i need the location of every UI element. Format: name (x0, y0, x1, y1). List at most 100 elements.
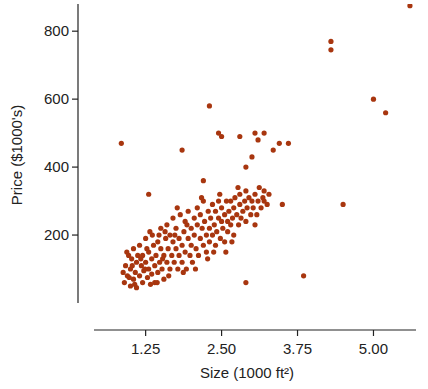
x-axis (94, 329, 416, 330)
point (161, 277, 166, 282)
x-axis-title: Size (1000 ft²) (200, 364, 294, 381)
point (232, 195, 237, 200)
point (226, 209, 231, 214)
point (143, 236, 148, 241)
point (181, 229, 186, 234)
point (201, 243, 206, 248)
point (237, 202, 242, 207)
point (249, 154, 254, 159)
point (240, 209, 245, 214)
point (172, 232, 177, 237)
point (162, 229, 167, 234)
point (142, 266, 147, 271)
point (223, 249, 228, 254)
point (210, 232, 215, 237)
point (238, 215, 243, 220)
point (140, 280, 145, 285)
point (121, 270, 126, 275)
point (170, 215, 175, 220)
point (222, 212, 227, 217)
point (255, 137, 260, 142)
point (252, 192, 257, 197)
point (207, 103, 212, 108)
y-axis-title: Price ($1000's) (8, 105, 25, 205)
point (205, 256, 210, 261)
point (155, 239, 160, 244)
point (172, 260, 177, 265)
point (187, 253, 192, 258)
point (225, 229, 230, 234)
point (159, 266, 164, 271)
point (216, 198, 221, 203)
point (201, 178, 206, 183)
point (178, 212, 183, 217)
point (204, 249, 209, 254)
point (176, 236, 181, 241)
point (266, 192, 271, 197)
point (169, 253, 174, 258)
point (192, 215, 197, 220)
x-tick (297, 330, 298, 336)
point (123, 263, 128, 268)
point (219, 219, 224, 224)
point (251, 205, 256, 210)
point (186, 209, 191, 214)
y-tick-label: 200 (44, 226, 69, 243)
points (119, 4, 413, 290)
point (340, 202, 345, 207)
point (166, 273, 171, 278)
point (156, 232, 161, 237)
point (277, 141, 282, 146)
point (257, 185, 262, 190)
point (202, 219, 207, 224)
point (146, 192, 151, 197)
point (280, 202, 285, 207)
point (198, 236, 203, 241)
chart: 2004006008001.252.503.755.00Size (1000 f… (0, 0, 428, 389)
point (153, 253, 158, 258)
point (213, 209, 218, 214)
point (122, 280, 127, 285)
point (286, 141, 291, 146)
point (164, 260, 169, 265)
point (193, 246, 198, 251)
point (167, 232, 172, 237)
point (237, 192, 242, 197)
x-tick-label: 5.00 (359, 340, 388, 357)
point (228, 198, 233, 203)
point (229, 239, 234, 244)
point (152, 263, 157, 268)
point (193, 266, 198, 271)
point (196, 253, 201, 258)
point (144, 246, 149, 251)
point (173, 226, 178, 231)
point (243, 219, 248, 224)
point (181, 270, 186, 275)
point (228, 222, 233, 227)
x-tick-label: 3.75 (283, 340, 312, 357)
point (301, 273, 306, 278)
point (254, 212, 259, 217)
point (190, 260, 195, 265)
point (371, 97, 376, 102)
point (175, 205, 180, 210)
point (195, 205, 200, 210)
point (145, 275, 150, 280)
point (231, 232, 236, 237)
point (199, 195, 204, 200)
point (189, 226, 194, 231)
y-tick (72, 99, 78, 100)
point (179, 148, 184, 153)
point (252, 131, 257, 136)
point (183, 249, 188, 254)
point (407, 4, 412, 8)
point (138, 256, 143, 261)
point (155, 270, 160, 275)
point (149, 272, 154, 277)
point (130, 263, 135, 268)
point (137, 273, 142, 278)
point (151, 243, 156, 248)
point (245, 205, 250, 210)
point (236, 222, 241, 227)
point (328, 39, 333, 44)
